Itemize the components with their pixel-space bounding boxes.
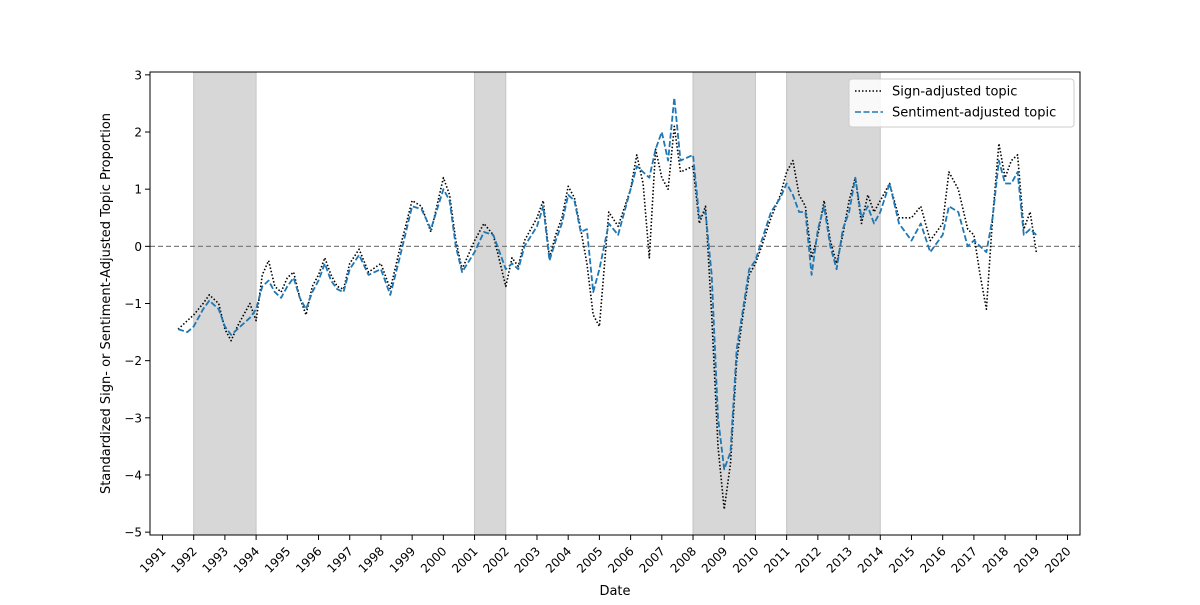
y-tick-label: −4	[124, 468, 142, 482]
y-tick-label: −2	[124, 354, 142, 368]
shaded-period-0	[193, 71, 257, 536]
x-tick-label: 1997	[324, 544, 355, 575]
x-tick-label: 1995	[262, 544, 293, 575]
x-tick-label: 2007	[636, 544, 667, 575]
x-tick-label: 2018	[980, 544, 1011, 575]
x-tick-label: 2008	[668, 544, 699, 575]
x-tick-label: 2006	[605, 544, 636, 575]
x-tick-label: 1991	[137, 544, 168, 575]
x-tick-label: 2010	[730, 544, 761, 575]
x-tick-label: 2020	[1042, 544, 1073, 575]
legend-box	[848, 78, 1075, 128]
x-tick-label: 2014	[855, 544, 886, 575]
x-tick-label: 2017	[949, 544, 980, 575]
x-tick-label: 1993	[200, 544, 231, 575]
x-tick-label: 2015	[886, 544, 917, 575]
series-lines-layer	[177, 96, 1038, 511]
series-line-sign-adjusted	[177, 125, 1038, 511]
x-tick-label: 1992	[168, 544, 199, 575]
y-tick-label: −5	[124, 526, 142, 540]
legend: Sign-adjusted topic Sentiment-adjusted t…	[848, 78, 1075, 128]
x-tick-label: 2009	[699, 544, 730, 575]
legend-label-sign-adjusted: Sign-adjusted topic	[892, 85, 1017, 100]
y-tick-label: 3	[134, 68, 142, 82]
x-tick-label: 2002	[480, 544, 511, 575]
x-tick-label: 2001	[449, 544, 480, 575]
x-tick-label: 2013	[824, 544, 855, 575]
x-tick-label: 2003	[512, 544, 543, 575]
x-tick-label: 2011	[761, 544, 792, 575]
y-axis-ticks: 3 2 1 0 −1 −2 −3 −4 −5	[124, 68, 150, 540]
x-axis-ticks: 1991 1992 1993 1994 1995 1996 1997 1998 1999 2000…	[137, 535, 1074, 576]
y-tick-label: −3	[124, 411, 142, 425]
x-tick-label: 2019	[1011, 544, 1042, 575]
x-tick-label: 2012	[792, 544, 823, 575]
x-tick-label: 2005	[574, 544, 605, 575]
x-axis-label: Date	[599, 584, 630, 599]
x-tick-label: 1994	[231, 544, 262, 575]
shaded-period-1	[474, 71, 507, 536]
y-tick-label: 0	[134, 240, 142, 254]
shaded-period-2	[692, 71, 756, 536]
y-tick-label: −1	[124, 297, 142, 311]
series-line-sentiment-adjusted	[177, 96, 1037, 471]
legend-label-sentiment-adjusted: Sentiment-adjusted topic	[892, 106, 1056, 121]
shaded-period-3	[786, 71, 881, 536]
x-tick-label: 2000	[418, 544, 449, 575]
x-tick-label: 2004	[543, 544, 574, 575]
x-tick-label: 2016	[917, 544, 948, 575]
x-tick-label: 1998	[356, 544, 387, 575]
x-tick-label: 1996	[293, 544, 324, 575]
y-tick-label: 2	[134, 126, 142, 140]
y-axis-label: Standardized Sign- or Sentiment-Adjusted…	[99, 113, 114, 494]
y-tick-label: 1	[134, 183, 142, 197]
recession-shading-layer	[193, 71, 881, 536]
plot-frame	[149, 71, 1081, 536]
x-tick-label: 1999	[387, 544, 418, 575]
